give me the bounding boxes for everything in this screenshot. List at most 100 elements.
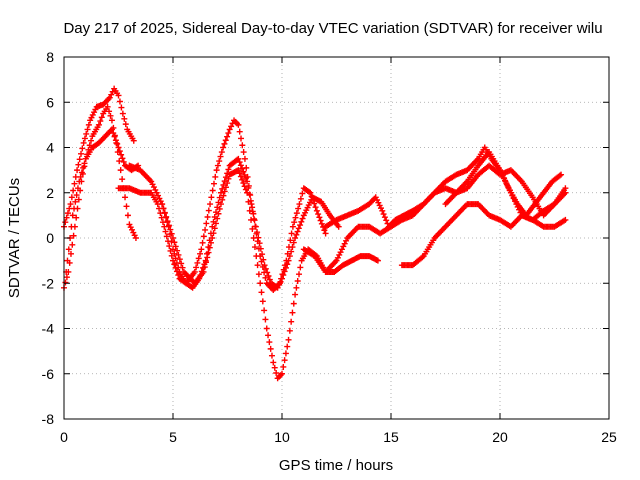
y-axis-label: SDTVAR / TECUs <box>6 178 23 298</box>
data-point <box>289 309 296 316</box>
data-point <box>122 194 129 201</box>
data-point <box>285 336 292 343</box>
data-point <box>81 160 88 167</box>
data-point <box>221 188 228 195</box>
data-point <box>235 167 242 174</box>
series-track-2 <box>61 85 137 230</box>
data-point <box>249 204 256 211</box>
series-track-5 <box>126 155 342 291</box>
data-point <box>383 217 390 224</box>
data-point <box>241 155 248 162</box>
data-point <box>201 264 208 271</box>
data-point <box>340 243 347 250</box>
data-point <box>212 173 219 180</box>
data-point <box>221 140 228 147</box>
data-point <box>224 133 231 140</box>
data-point <box>257 280 264 287</box>
series-track-9 <box>398 201 569 269</box>
data-point <box>118 104 125 111</box>
data-point <box>69 212 76 219</box>
data-point <box>203 220 210 227</box>
data-point <box>161 209 168 216</box>
data-point <box>200 268 207 275</box>
data-point <box>239 176 246 183</box>
data-point <box>236 159 243 166</box>
data-point <box>156 195 163 202</box>
data-point <box>253 253 260 260</box>
y-tick-label: -2 <box>42 275 55 291</box>
data-point <box>225 175 232 182</box>
axis-ticks <box>63 56 610 420</box>
data-point <box>174 247 181 254</box>
y-tick-label: 8 <box>46 49 54 65</box>
data-point <box>297 195 304 202</box>
data-point <box>119 110 126 117</box>
data-point <box>209 235 216 241</box>
data-point <box>240 180 247 187</box>
data-point <box>225 166 232 173</box>
data-point <box>265 273 272 280</box>
data-point <box>262 265 269 272</box>
data-point <box>255 271 262 278</box>
data-point <box>288 248 295 255</box>
data-point <box>191 268 198 275</box>
x-tick-label: 15 <box>383 429 399 445</box>
data-point <box>321 227 328 234</box>
data-point <box>335 223 342 230</box>
data-point <box>64 257 71 264</box>
data-point <box>311 200 318 207</box>
y-tick-label: 6 <box>46 94 54 110</box>
data-point <box>219 196 226 203</box>
data-point <box>244 178 251 185</box>
data-point <box>265 332 272 339</box>
data-point <box>315 211 322 218</box>
data-point <box>108 117 115 124</box>
data-point <box>117 167 124 174</box>
x-tick-label: 25 <box>601 429 617 445</box>
data-point <box>289 223 296 230</box>
data-point <box>64 210 71 217</box>
data-point <box>336 251 343 258</box>
data-point <box>264 269 271 276</box>
data-point <box>130 137 137 144</box>
data-point <box>295 225 302 232</box>
data-point <box>242 175 249 182</box>
data-point <box>293 231 300 238</box>
data-point <box>266 276 273 283</box>
data-point <box>270 359 277 366</box>
data-point <box>81 135 88 142</box>
data-point <box>163 213 170 220</box>
data-point <box>178 260 185 267</box>
data-point <box>271 364 278 371</box>
data-point <box>110 130 117 137</box>
data-point <box>85 121 92 128</box>
data-point <box>220 192 227 199</box>
data-point <box>296 201 303 208</box>
data-point <box>204 254 211 261</box>
data-point <box>241 183 248 190</box>
data-point <box>115 92 122 99</box>
data-point <box>290 300 297 307</box>
data-point <box>212 220 219 227</box>
data-point <box>284 261 291 268</box>
data-point <box>74 185 81 192</box>
data-point <box>132 235 139 241</box>
data-point <box>236 170 243 177</box>
data-point <box>71 180 78 187</box>
data-point <box>168 230 175 237</box>
data-point <box>261 307 268 314</box>
data-point <box>299 190 306 197</box>
data-point <box>195 255 202 262</box>
data-point <box>80 164 87 171</box>
data-point <box>207 239 214 246</box>
data-point <box>292 291 299 298</box>
data-point <box>241 171 248 178</box>
y-tick-label: -8 <box>42 411 55 427</box>
x-tick-label: 5 <box>169 429 177 445</box>
data-point <box>235 155 242 162</box>
x-tick-label: 0 <box>60 429 68 445</box>
data-point <box>77 173 84 180</box>
data-point <box>170 235 176 241</box>
data-point <box>274 284 281 291</box>
